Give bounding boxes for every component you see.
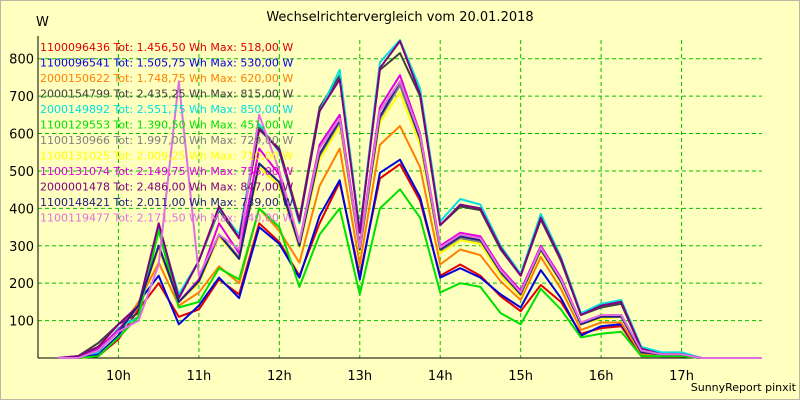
y-axis-label: W (36, 15, 49, 30)
y-tick-label: 200 (9, 277, 34, 292)
x-tick-label: 10h (106, 369, 131, 384)
x-tick-label: 15h (508, 369, 533, 384)
credit-text: SunnyReport pinxit (690, 381, 796, 394)
x-tick-label: 12h (267, 369, 292, 384)
y-tick-label: 300 (9, 240, 34, 255)
legend-entry-2000154799: 2000154799 Tot: 2.435,25 Wh Max: 815,00 … (40, 88, 293, 101)
legend-entry-1100131074: 1100131074 Tot: 2.149,75 Wh Max: 756,00 … (40, 165, 293, 178)
y-tick-label: 100 (9, 315, 34, 330)
y-tick-label: 700 (9, 90, 34, 105)
x-tick-label: 17h (669, 369, 694, 384)
y-tick-label: 800 (9, 53, 34, 68)
x-tick-label: 14h (428, 369, 453, 384)
x-tick-label: 16h (589, 369, 614, 384)
legend-entry-1100119477: 1100119477 Tot: 2.171,50 Wh Max: 740,00 … (40, 212, 293, 225)
y-tick-label: 500 (9, 165, 34, 180)
x-tick-label: 13h (347, 369, 372, 384)
legend-entry-2000150622: 2000150622 Tot: 1.748,75 Wh Max: 620,00 … (40, 72, 293, 85)
legend-entry-1100130966: 1100130966 Tot: 1.997,00 Wh Max: 729,00 … (40, 134, 293, 147)
legend-entry-2000149892: 2000149892 Tot: 2.551,75 Wh Max: 850,00 … (40, 103, 293, 116)
x-tick-label: 11h (186, 369, 211, 384)
y-tick-label: 600 (9, 128, 34, 143)
legend-entry-1100131025: 1100131025 Tot: 2.009,25 Wh Max: 710,00 … (40, 150, 293, 163)
legend-entry-1100129553: 1100129553 Tot: 1.390,50 Wh Max: 451,00 … (40, 119, 293, 132)
y-tick-label: 400 (9, 202, 34, 217)
legend-entry-1100148421: 1100148421 Tot: 2.011,00 Wh Max: 739,00 … (40, 196, 293, 209)
series-line-2000001478 (58, 40, 762, 359)
series-line-1100119477 (58, 80, 762, 359)
chart-title: Wechselrichtervergleich vom 20.01.2018 (266, 10, 534, 25)
legend-entry-1100096436: 1100096436 Tot: 1.456,50 Wh Max: 518,00 … (40, 41, 293, 54)
legend-entry-2000001478: 2000001478 Tot: 2.486,00 Wh Max: 847,00 … (40, 181, 293, 194)
legend-entry-1100096541: 1100096541 Tot: 1.505,75 Wh Max: 530,00 … (40, 57, 293, 70)
